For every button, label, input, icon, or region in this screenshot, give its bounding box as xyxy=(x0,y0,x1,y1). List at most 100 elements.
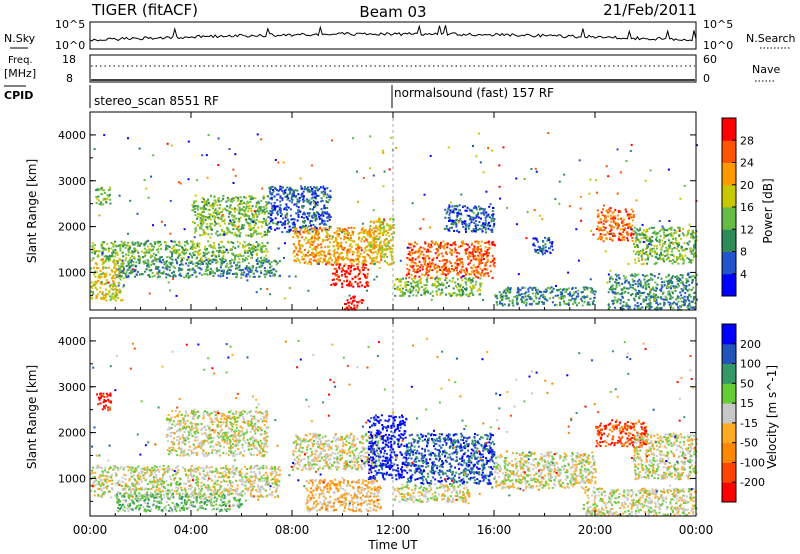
echo-cell xyxy=(378,217,381,220)
echo-cell xyxy=(477,211,480,214)
echo-cell xyxy=(248,271,251,273)
echo-cell xyxy=(424,257,427,260)
echo-cell xyxy=(158,270,160,273)
echo-cell xyxy=(336,227,339,230)
echo-cell xyxy=(142,243,145,246)
echo-cell xyxy=(236,273,238,276)
echo-cell xyxy=(157,240,160,243)
echo-cell xyxy=(203,233,206,236)
echo-cell xyxy=(536,288,539,291)
echo-cell xyxy=(470,221,473,224)
echo-cell xyxy=(503,303,506,306)
beam-text: Beam 03 xyxy=(359,3,426,21)
echo-cell xyxy=(304,255,307,258)
echo-cell xyxy=(270,261,273,264)
echo-cell xyxy=(351,245,354,248)
echo-cell xyxy=(116,274,119,276)
echo-cell xyxy=(414,281,416,284)
echo-cell xyxy=(313,205,316,208)
echo-cell xyxy=(225,209,228,212)
echo-cell xyxy=(92,257,95,260)
echo-cell xyxy=(374,230,377,233)
echo-cell xyxy=(311,196,314,199)
echo-cell xyxy=(489,229,492,232)
echo-cell xyxy=(574,298,577,301)
echo-cell xyxy=(239,253,242,256)
echo-cell xyxy=(245,244,247,247)
echo-cell xyxy=(357,238,360,241)
echo-cell xyxy=(639,307,642,310)
echo-cell xyxy=(249,243,252,246)
freq-label-line1: Freq. xyxy=(8,55,33,66)
echo-cell xyxy=(626,233,629,236)
echo-cell xyxy=(323,188,326,190)
echo-cell xyxy=(373,231,376,234)
echo-cell xyxy=(112,245,115,248)
echo-cell xyxy=(632,280,635,283)
echo-cell xyxy=(667,257,670,260)
echo-cell xyxy=(293,194,295,197)
nsearch-label: N.Search xyxy=(746,32,796,45)
echo-cell xyxy=(375,235,378,238)
echo-cell xyxy=(269,197,272,200)
echo-cell xyxy=(111,297,114,300)
echo-cell xyxy=(132,264,135,267)
echo-cell xyxy=(491,216,494,219)
echo-cell xyxy=(633,307,636,310)
echo-cell xyxy=(468,208,471,211)
echo-cell xyxy=(260,247,263,250)
echo-cell xyxy=(649,277,652,280)
echo-cell xyxy=(461,279,464,282)
echo-cell xyxy=(645,228,648,231)
echo-cell xyxy=(94,250,97,253)
echo-cell xyxy=(115,293,118,296)
echo-cell xyxy=(245,214,248,217)
echo-cell xyxy=(492,263,495,266)
echo-cell xyxy=(252,226,255,229)
echo-cell xyxy=(452,210,455,213)
echo-cell xyxy=(265,201,268,203)
echo-cell xyxy=(346,232,349,234)
echo-cell xyxy=(157,275,160,278)
echo-cell xyxy=(480,212,483,215)
echo-cell xyxy=(114,252,117,255)
echo-cell xyxy=(637,282,640,285)
echo-cell xyxy=(380,226,382,229)
echo-cell xyxy=(296,200,299,203)
echo-cell xyxy=(462,292,464,295)
echo-cell xyxy=(219,224,222,227)
echo-cell xyxy=(692,306,695,309)
echo-cell xyxy=(412,264,415,267)
echo-cell xyxy=(335,238,338,241)
echo-cell xyxy=(629,283,632,286)
echo-cell xyxy=(665,235,668,237)
echo-cell xyxy=(383,225,386,228)
echo-cell xyxy=(306,262,309,265)
echo-cell xyxy=(492,241,495,244)
echo-cell xyxy=(686,233,689,236)
echo-cell xyxy=(637,285,640,288)
echo-cell xyxy=(427,255,430,257)
echo-cell xyxy=(446,243,449,246)
echo-cell xyxy=(695,298,698,301)
echo-cell xyxy=(362,273,365,276)
echo-cell xyxy=(264,233,267,236)
echo-cell xyxy=(356,248,359,251)
echo-cell xyxy=(232,242,235,244)
echo-cell xyxy=(461,294,464,297)
echo-cell xyxy=(653,275,656,278)
echo-cell xyxy=(480,258,483,261)
echo-cell xyxy=(663,302,666,305)
echo-cell xyxy=(261,245,264,248)
echo-cell xyxy=(516,303,519,306)
echo-cell xyxy=(441,282,444,285)
echo-cell xyxy=(438,260,441,262)
echo-cell xyxy=(366,272,369,275)
echo-cell xyxy=(419,266,422,269)
echo-cell xyxy=(98,199,100,202)
echo-cell xyxy=(641,274,644,277)
echo-cell xyxy=(419,269,422,272)
echo-cell xyxy=(311,188,314,191)
echo-cell xyxy=(475,240,478,243)
echo-cell xyxy=(199,213,202,216)
